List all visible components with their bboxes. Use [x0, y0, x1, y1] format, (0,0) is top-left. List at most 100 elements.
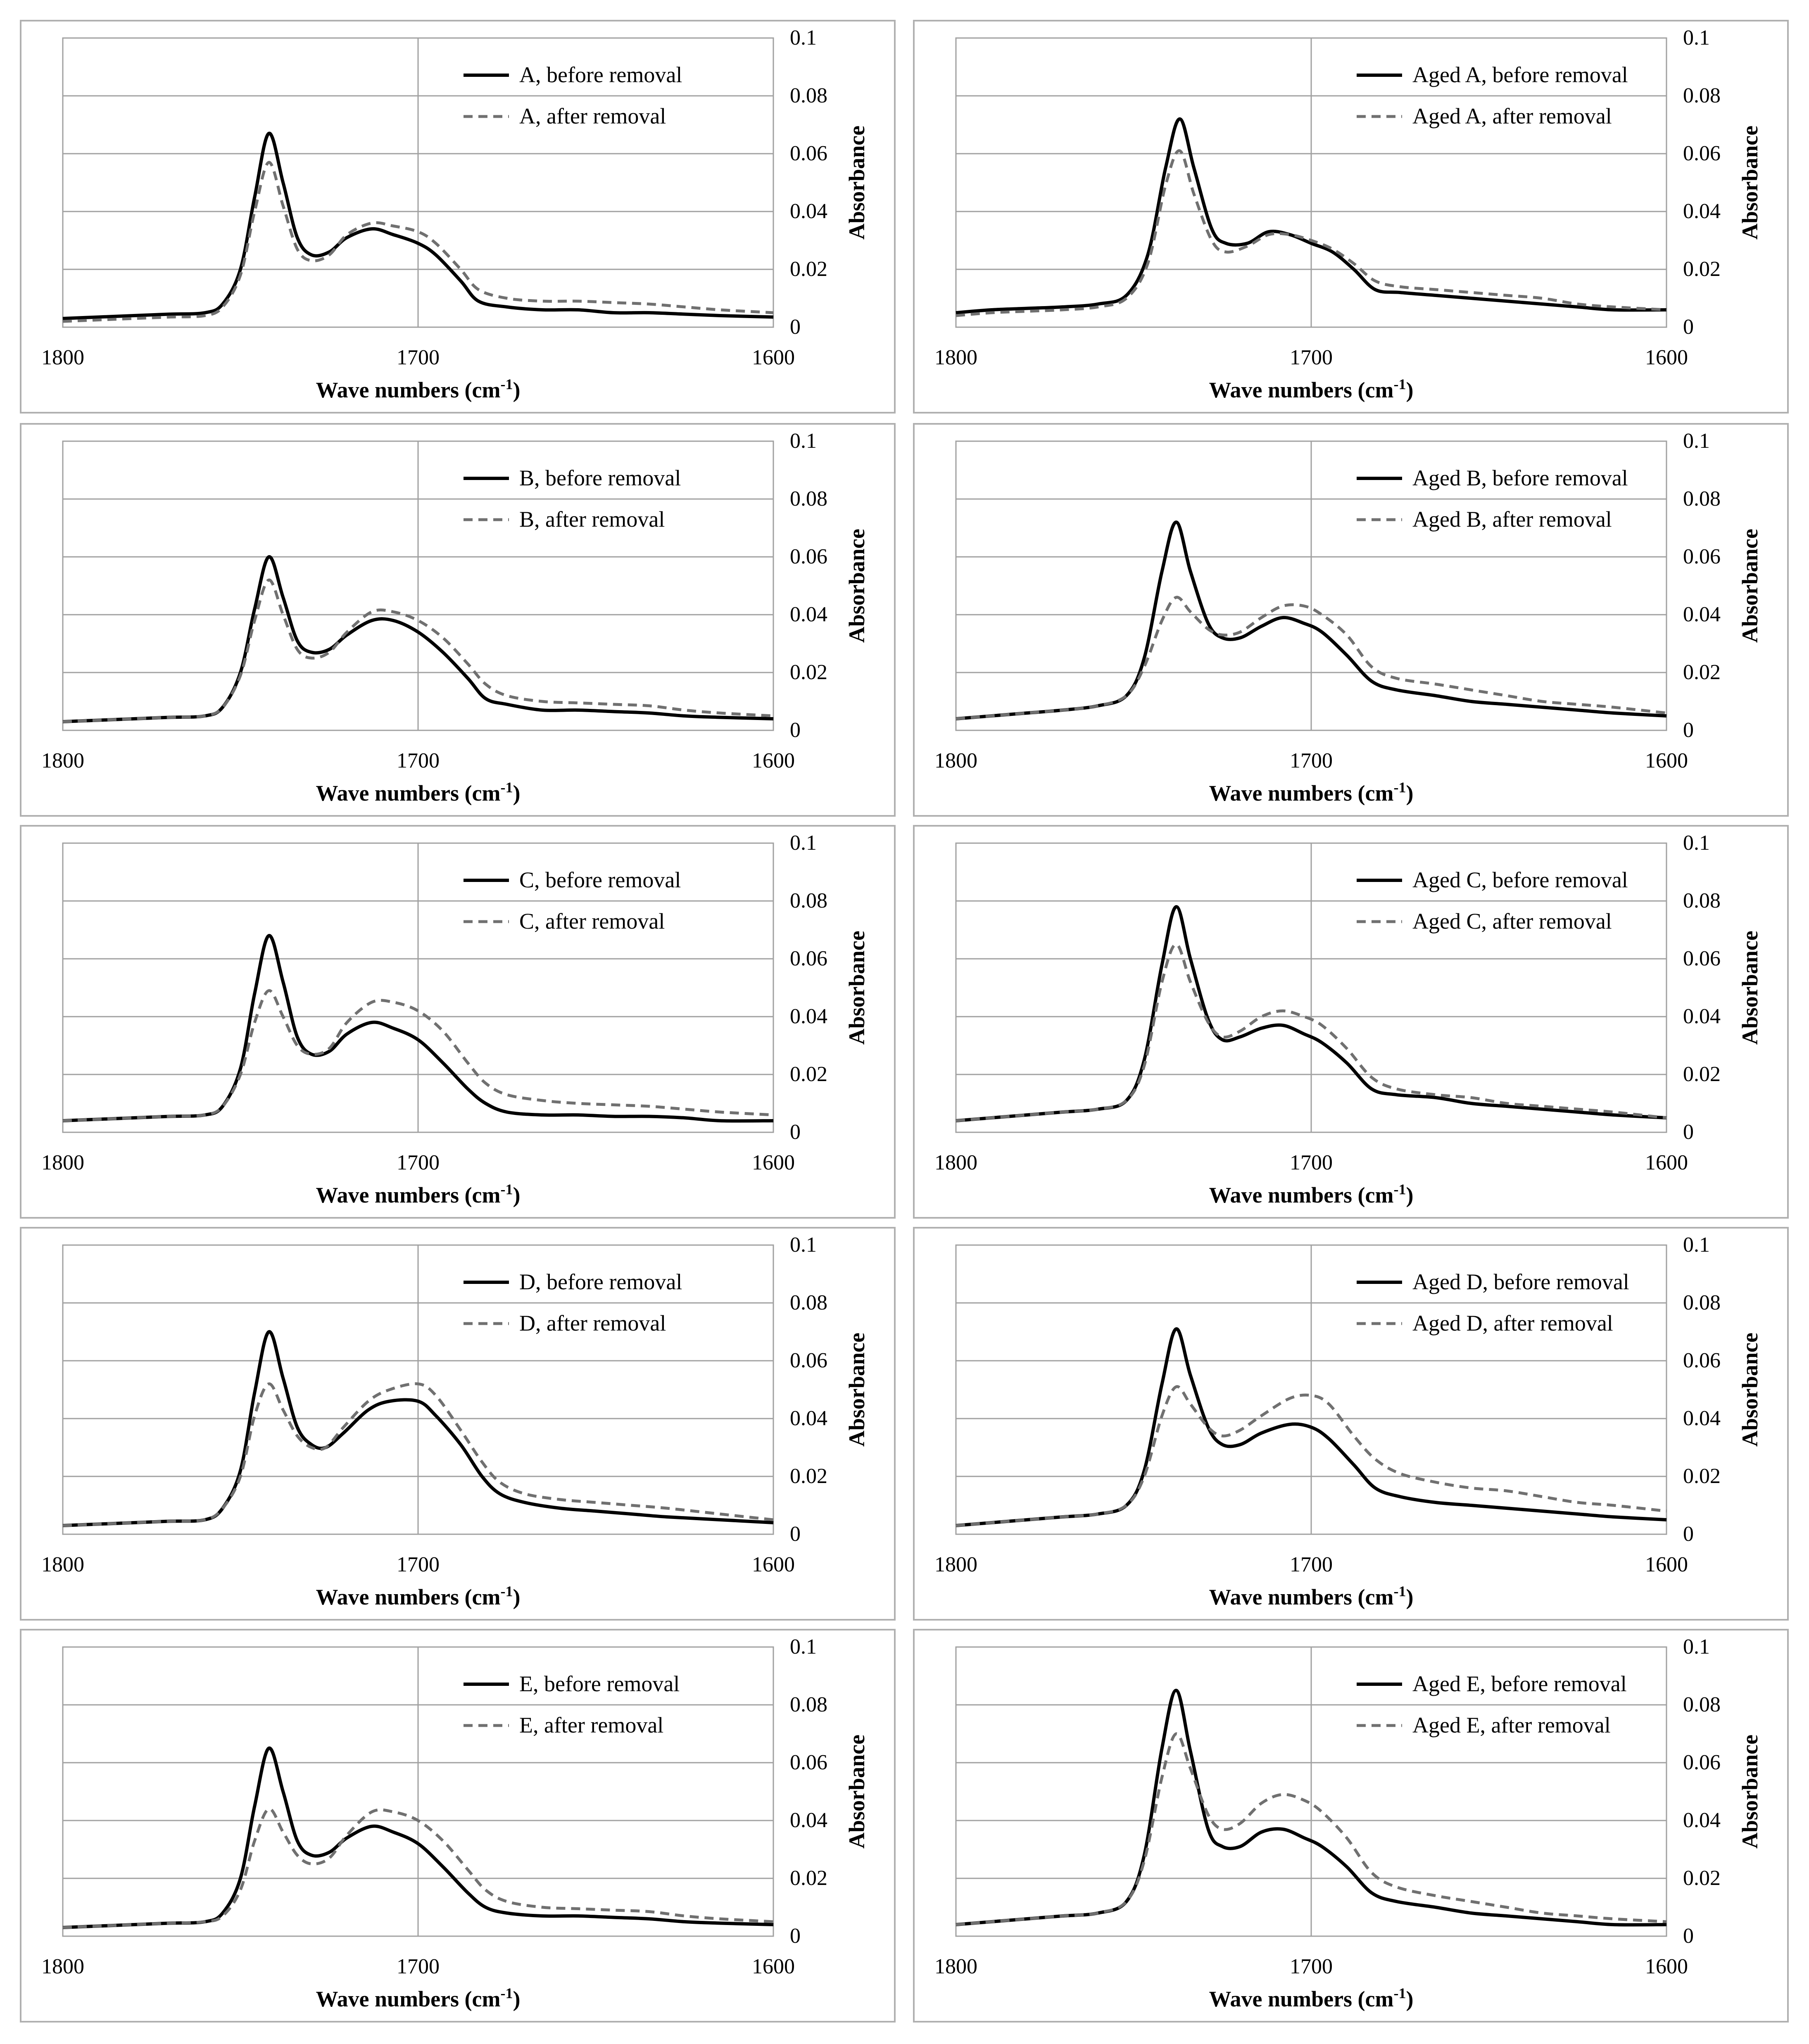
- y-tick-label: 0.06: [1683, 1751, 1721, 1774]
- chart-svg-B: 0 0.02 0.04 0.06 0.08 0.1 1800 1700 1600 Wave num…: [41, 429, 869, 806]
- chart-panel-AgedB: 0 0.02 0.04 0.06 0.08 0.1 1800 1700 1600 Wave num…: [913, 423, 1789, 817]
- x-tick-label: 1800: [41, 346, 84, 369]
- x-tick-label: 1600: [1645, 1151, 1688, 1174]
- y-tick-label: 0.06: [1683, 142, 1721, 165]
- y-axis-title: Absorbance: [844, 931, 869, 1045]
- x-axis-title: Wave numbers (cm-1): [1209, 1181, 1414, 1207]
- legend-label: D, after removal: [519, 1311, 666, 1336]
- series-line-after: [62, 1807, 774, 1929]
- chart-panel-AgedE: 0 0.02 0.04 0.06 0.08 0.1 1800 1700 1600 Wave num…: [913, 1629, 1789, 2023]
- series-line-after: [956, 943, 1667, 1122]
- y-tick-label: 0: [1683, 1924, 1694, 1948]
- legend-label: Aged C, after removal: [1412, 909, 1612, 934]
- y-tick-label: 0.02: [1683, 1062, 1721, 1086]
- y-tick-label: 0.06: [790, 1751, 827, 1774]
- y-tick-label: 0.06: [1683, 947, 1721, 970]
- x-tick-label: 1700: [397, 1151, 440, 1174]
- y-tick-label: 0.08: [1683, 1693, 1721, 1716]
- chart-svg-AgedA: 0 0.02 0.04 0.06 0.08 0.1 1800 1700 1600 Wave num…: [934, 26, 1762, 402]
- y-tick-label: 0.1: [790, 26, 817, 50]
- y-tick-label: 0.02: [1683, 1866, 1721, 1890]
- x-tick-label: 1800: [934, 1151, 977, 1174]
- legend-label: C, after removal: [519, 909, 665, 934]
- legend-label: B, before removal: [519, 466, 681, 490]
- y-tick-label: 0: [790, 1924, 801, 1948]
- x-tick-label: 1800: [41, 1553, 84, 1576]
- y-tick-label: 0: [790, 315, 801, 339]
- legend-label: Aged D, before removal: [1412, 1269, 1629, 1294]
- chart-panel-E: 0 0.02 0.04 0.06 0.08 0.1 1800 1700 1600 Wave num…: [20, 1629, 896, 2023]
- y-tick-label: 0.1: [1683, 429, 1710, 453]
- x-tick-label: 1800: [934, 346, 977, 369]
- x-axis-title: Wave numbers (cm-1): [1209, 1985, 1414, 2011]
- x-tick-label: 1800: [41, 1151, 84, 1174]
- y-axis-title: Absorbance: [844, 126, 869, 240]
- chart-panel-B: 0 0.02 0.04 0.06 0.08 0.1 1800 1700 1600 Wave num…: [20, 423, 896, 817]
- y-tick-label: 0.06: [790, 142, 827, 165]
- chart-svg-AgedE: 0 0.02 0.04 0.06 0.08 0.1 1800 1700 1600 Wave num…: [934, 1635, 1762, 2011]
- y-tick-label: 0.1: [1683, 1233, 1710, 1257]
- x-tick-label: 1600: [1645, 1553, 1688, 1576]
- y-axis-title: Absorbance: [844, 1333, 869, 1447]
- y-tick-label: 0: [1683, 315, 1694, 339]
- legend-label: D, before removal: [519, 1269, 682, 1294]
- y-tick-label: 0.02: [1683, 661, 1721, 684]
- series-line-after: [62, 161, 774, 323]
- y-tick-label: 0.08: [1683, 1291, 1721, 1314]
- y-tick-label: 0.02: [1683, 1464, 1721, 1488]
- y-tick-label: 0.04: [1683, 1809, 1721, 1832]
- y-tick-label: 0.04: [790, 603, 827, 626]
- y-axis-title: Absorbance: [1738, 1735, 1762, 1849]
- y-tick-label: 0.02: [790, 257, 827, 281]
- x-tick-label: 1600: [1645, 1955, 1688, 1978]
- x-tick-label: 1700: [397, 346, 440, 369]
- legend-label: Aged A, before removal: [1412, 62, 1628, 87]
- y-tick-label: 0.06: [790, 1349, 827, 1372]
- series-line-before: [62, 132, 774, 320]
- x-tick-label: 1700: [397, 1553, 440, 1576]
- chart-panel-AgedA: 0 0.02 0.04 0.06 0.08 0.1 1800 1700 1600 Wave num…: [913, 20, 1789, 414]
- chart-svg-E: 0 0.02 0.04 0.06 0.08 0.1 1800 1700 1600 Wave num…: [41, 1635, 869, 2011]
- y-tick-label: 0.1: [1683, 831, 1710, 855]
- y-tick-label: 0.02: [790, 661, 827, 684]
- y-tick-label: 0.1: [790, 1233, 817, 1257]
- y-tick-label: 0.04: [1683, 603, 1721, 626]
- y-tick-label: 0: [790, 718, 801, 742]
- x-tick-label: 1800: [934, 1553, 977, 1576]
- x-tick-label: 1700: [397, 1955, 440, 1978]
- series-line-after: [62, 578, 774, 723]
- y-tick-label: 0: [1683, 1120, 1694, 1144]
- y-tick-label: 0.04: [790, 1005, 827, 1028]
- legend-label: A, after removal: [519, 104, 666, 128]
- chart-svg-A: 0 0.02 0.04 0.06 0.08 0.1 1800 1700 1600 Wave num…: [41, 26, 869, 402]
- legend-label: Aged A, after removal: [1412, 104, 1612, 128]
- y-tick-label: 0.1: [1683, 1635, 1710, 1659]
- legend-label: Aged B, before removal: [1412, 466, 1628, 490]
- x-tick-label: 1700: [1290, 1955, 1333, 1978]
- y-tick-label: 0.1: [790, 1635, 817, 1659]
- legend-label: C, before removal: [519, 868, 681, 892]
- series-line-after: [956, 1385, 1667, 1527]
- y-tick-label: 0: [1683, 1522, 1694, 1546]
- y-tick-label: 0.02: [790, 1866, 827, 1890]
- chart-svg-AgedC: 0 0.02 0.04 0.06 0.08 0.1 1800 1700 1600 Wave num…: [934, 831, 1762, 1207]
- legend-label: Aged E, before removal: [1412, 1671, 1627, 1696]
- chart-svg-D: 0 0.02 0.04 0.06 0.08 0.1 1800 1700 1600 Wave num…: [41, 1233, 869, 1609]
- y-tick-label: 0.04: [1683, 1407, 1721, 1430]
- y-tick-label: 0.1: [790, 831, 817, 855]
- legend-label: B, after removal: [519, 507, 665, 532]
- y-tick-label: 0.08: [790, 889, 827, 913]
- x-tick-label: 1600: [752, 346, 795, 369]
- legend-label: Aged E, after removal: [1412, 1713, 1611, 1737]
- y-tick-label: 0.08: [1683, 487, 1721, 511]
- chart-panel-AgedC: 0 0.02 0.04 0.06 0.08 0.1 1800 1700 1600 Wave num…: [913, 825, 1789, 1219]
- x-axis-title: Wave numbers (cm-1): [1209, 779, 1414, 806]
- y-tick-label: 0.08: [790, 1693, 827, 1716]
- series-line-before: [956, 117, 1667, 314]
- y-axis-title: Absorbance: [1738, 931, 1762, 1045]
- series-line-after: [956, 596, 1667, 720]
- y-tick-label: 0.04: [790, 200, 827, 223]
- y-tick-label: 0.02: [790, 1464, 827, 1488]
- legend-label: Aged C, before removal: [1412, 868, 1628, 892]
